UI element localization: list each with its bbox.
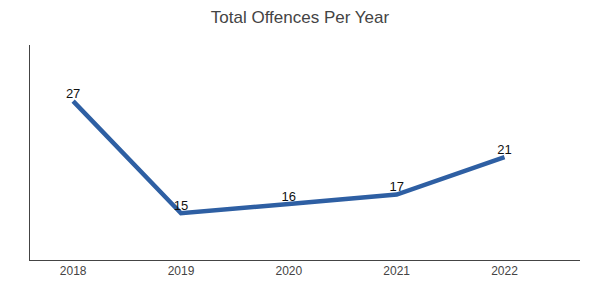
svg-text:2020: 2020	[275, 264, 302, 278]
svg-text:2019: 2019	[168, 264, 195, 278]
svg-text:27: 27	[66, 86, 80, 101]
svg-text:2021: 2021	[383, 264, 410, 278]
svg-text:2018: 2018	[60, 264, 87, 278]
svg-text:17: 17	[389, 179, 403, 194]
svg-text:Total Offences Per Year: Total Offences Per Year	[211, 8, 390, 27]
svg-text:16: 16	[282, 189, 296, 204]
svg-text:21: 21	[497, 142, 511, 157]
svg-text:15: 15	[174, 198, 188, 213]
svg-text:2022: 2022	[491, 264, 518, 278]
